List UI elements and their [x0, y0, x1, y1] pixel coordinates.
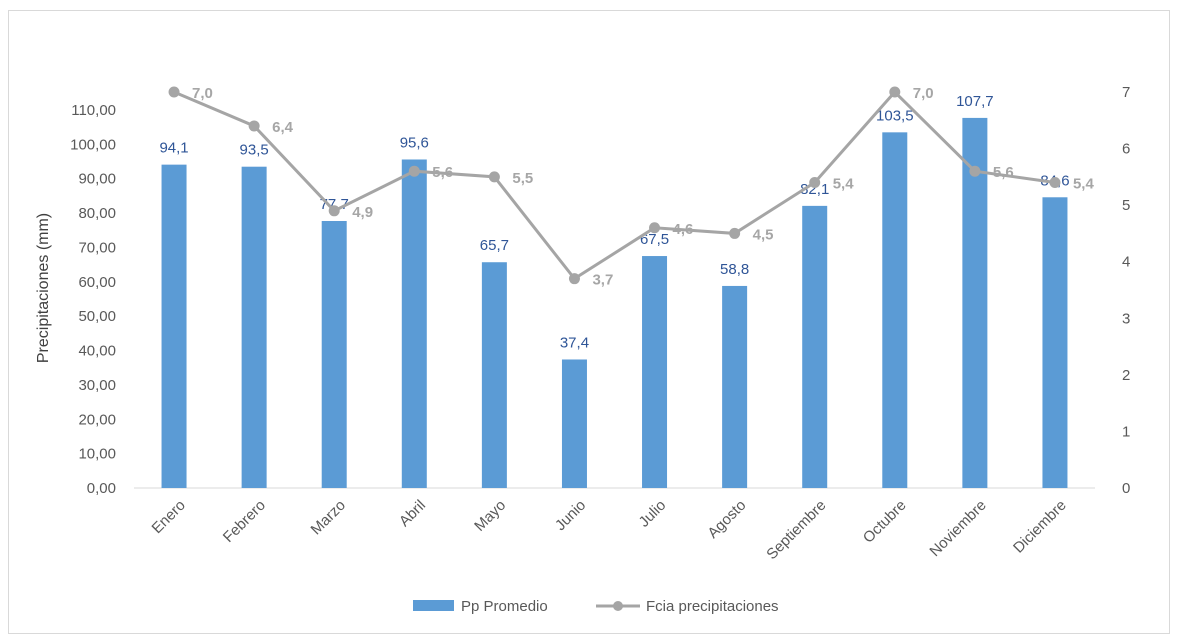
- y2-tick-label: 7: [1122, 84, 1130, 101]
- category-label: Diciembre: [1010, 497, 1070, 557]
- y-tick-label: 80,00: [78, 205, 116, 222]
- category-label: Mayo: [471, 497, 509, 535]
- bar: [962, 117, 988, 489]
- line-value-label: 7,0: [913, 85, 934, 102]
- y-axis-title: Precipitaciones (mm): [35, 213, 52, 363]
- line-value-label: 5,4: [1073, 176, 1095, 193]
- line-point: [889, 86, 901, 98]
- bar: [401, 159, 427, 488]
- y2-tick-label: 0: [1122, 480, 1130, 497]
- bar-value-label: 82,1: [800, 181, 829, 198]
- bar: [561, 359, 587, 488]
- category-label: Septiembre: [763, 497, 829, 563]
- bar-value-label: 94,1: [159, 140, 188, 157]
- category-label: Octubre: [860, 497, 910, 547]
- category-label: Enero: [149, 497, 189, 537]
- y-tick-label: 30,00: [78, 377, 116, 394]
- bar-labels: 94,1 93,577,795,665,737,467,558,882,1103,…: [159, 93, 1069, 352]
- bar: [481, 262, 507, 488]
- line-point: [248, 120, 260, 132]
- bar: [882, 132, 908, 488]
- line-value-label: 3,7: [592, 272, 613, 289]
- y-tick-label: 90,00: [78, 171, 116, 188]
- line-point: [488, 171, 500, 183]
- legend: Pp Promedio Fcia precipitaciones: [413, 598, 779, 615]
- y-tick-label: 60,00: [78, 274, 116, 291]
- y2-tick-label: 4: [1122, 254, 1130, 271]
- line-point: [568, 273, 580, 285]
- y-tick-label: 110,00: [71, 102, 116, 119]
- line-value-label: 5,6: [993, 164, 1014, 181]
- bar-value-label: 37,4: [560, 334, 589, 351]
- line-value-label: 4,6: [673, 221, 694, 238]
- legend-swatch-marker: [613, 601, 623, 611]
- y-tick-label: 50,00: [78, 308, 116, 325]
- bar: [161, 164, 187, 488]
- y-tick-label: 0,00: [87, 480, 116, 497]
- bar: [241, 166, 267, 488]
- line-point: [328, 205, 340, 217]
- legend-swatch-bar: [413, 600, 454, 611]
- y-tick-label: 40,00: [78, 343, 116, 360]
- bar: [1042, 197, 1068, 488]
- y-tick-label: 70,00: [78, 239, 116, 256]
- bar-series: [161, 117, 1068, 489]
- y-tick-label: 100,00: [70, 136, 116, 153]
- category-label: Junio: [552, 497, 589, 534]
- y2-tick-label: 5: [1122, 197, 1130, 214]
- category-label: Febrero: [220, 497, 269, 546]
- line-value-label: 5,6: [432, 164, 453, 181]
- legend-label-line: Fcia precipitaciones: [646, 598, 779, 615]
- bar-value-label: 65,7: [480, 237, 509, 254]
- series-line: [173, 89, 1056, 281]
- bar-value-label: 58,8: [720, 261, 749, 278]
- line-value-label: 4,5: [753, 226, 774, 243]
- category-label: Abril: [396, 497, 429, 530]
- line-point: [809, 177, 821, 189]
- line-value-label: 5,5: [512, 170, 533, 187]
- category-label: Noviembre: [926, 497, 989, 560]
- bar-value-label: 107,7: [956, 93, 994, 110]
- line-point: [1049, 177, 1061, 189]
- line-labels: 7,0 6,4 4,9 5,6 5,5 3,7 4,6 4,5 5,4 7,0 5,6 5,4: [192, 85, 1094, 289]
- bar: [321, 220, 347, 488]
- line-value-label: 6,4: [272, 119, 294, 136]
- y-axis-right: 0 1 2 3 4 5 6 7: [1122, 84, 1130, 497]
- line-point: [168, 86, 180, 98]
- bar: [722, 285, 748, 488]
- category-label: Agosto: [704, 497, 749, 542]
- y2-tick-label: 1: [1122, 423, 1130, 440]
- bar: [642, 256, 668, 488]
- y-tick-label: 20,00: [78, 411, 116, 428]
- y2-tick-label: 2: [1122, 367, 1130, 384]
- y2-tick-label: 3: [1122, 310, 1130, 327]
- line-value-label: 4,9: [352, 204, 373, 221]
- line-series: [168, 86, 1061, 285]
- y2-tick-label: 6: [1122, 141, 1130, 158]
- y-tick-label: 10,00: [78, 446, 116, 463]
- legend-label-bar: Pp Promedio: [461, 598, 548, 615]
- category-label: Marzo: [308, 497, 349, 538]
- category-label: Julio: [636, 497, 670, 531]
- line-value-label: 7,0: [192, 85, 213, 102]
- bar-value-label: 93,5: [240, 142, 269, 159]
- y-axis-left: 0,00 10,00 20,00 30,00 40,00 50,00 60,00 70,00 8…: [70, 102, 116, 497]
- line-value-label: 5,4: [833, 176, 855, 193]
- bar-value-label: 95,6: [400, 134, 429, 151]
- bar-value-label: 67,5: [640, 231, 669, 248]
- bar: [802, 205, 828, 488]
- bar-value-label: 103,5: [876, 107, 914, 124]
- line-point: [969, 165, 981, 177]
- x-axis-categories: Enero Febrero Marzo Abril Mayo Junio Julio Agos…: [149, 497, 1070, 563]
- line-point: [729, 227, 741, 239]
- line-point: [649, 222, 661, 234]
- line-point: [408, 165, 420, 177]
